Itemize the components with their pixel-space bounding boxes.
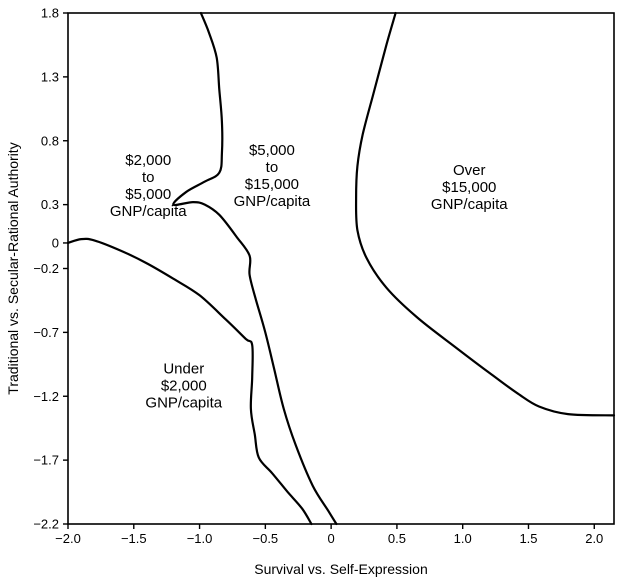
region-label-under-2000: Under $2,000 GNP/capita [145,360,222,411]
y-tick-label: −0.2 [33,261,59,276]
y-tick-label: −1.7 [33,453,59,468]
region-label-5000-15000: $5,000 to $15,000 GNP/capita [234,142,311,210]
y-tick-label: −1.2 [33,389,59,404]
y-tick-label: 1.3 [41,69,59,84]
x-tick-label: −2.0 [55,531,81,546]
region-labels: Under $2,000 GNP/capita $2,000 to $5,000 GNP/c… [110,142,508,411]
x-tick-label: 1.5 [519,531,537,546]
region-boundaries [66,11,616,526]
y-tick-label: −2.2 [33,517,59,532]
x-tick-label: 1.0 [454,531,472,546]
y-tick-label: 0.3 [41,197,59,212]
region-label-over-15000: Over $15,000 GNP/capita [431,162,508,213]
plot-frame [67,12,615,525]
x-tick-label: 2.0 [585,531,603,546]
region-label-2000-5000: $2,000 to $5,000 GNP/capita [110,152,187,220]
y-axis: 1.8 1.3 0.8 0.3 0 −0.2 −0.7 −1.2 −1.7 −2.2 [33,6,68,532]
boundary-line-3 [354,11,616,417]
y-tick-label: 0.8 [41,133,59,148]
x-tick-label: 0.5 [388,531,406,546]
x-tick-label: −1.5 [121,531,147,546]
y-tick-label: −0.7 [33,325,59,340]
y-tick-label: 1.8 [41,6,59,21]
boundary-line-2 [172,11,338,526]
y-axis-label: Traditional vs. Secular-Rational Authori… [5,142,21,394]
boundary-line-1 [66,237,313,526]
y-tick-label: 0 [52,235,59,250]
x-axis: −2.0 −1.5 −1.0 −0.5 0 0.5 1.0 1.5 2.0 [55,524,603,546]
x-tick-label: −1.0 [187,531,213,546]
x-tick-label: −0.5 [253,531,279,546]
x-tick-label: 0 [328,531,335,546]
x-axis-label: Survival vs. Self-Expression [254,561,428,577]
